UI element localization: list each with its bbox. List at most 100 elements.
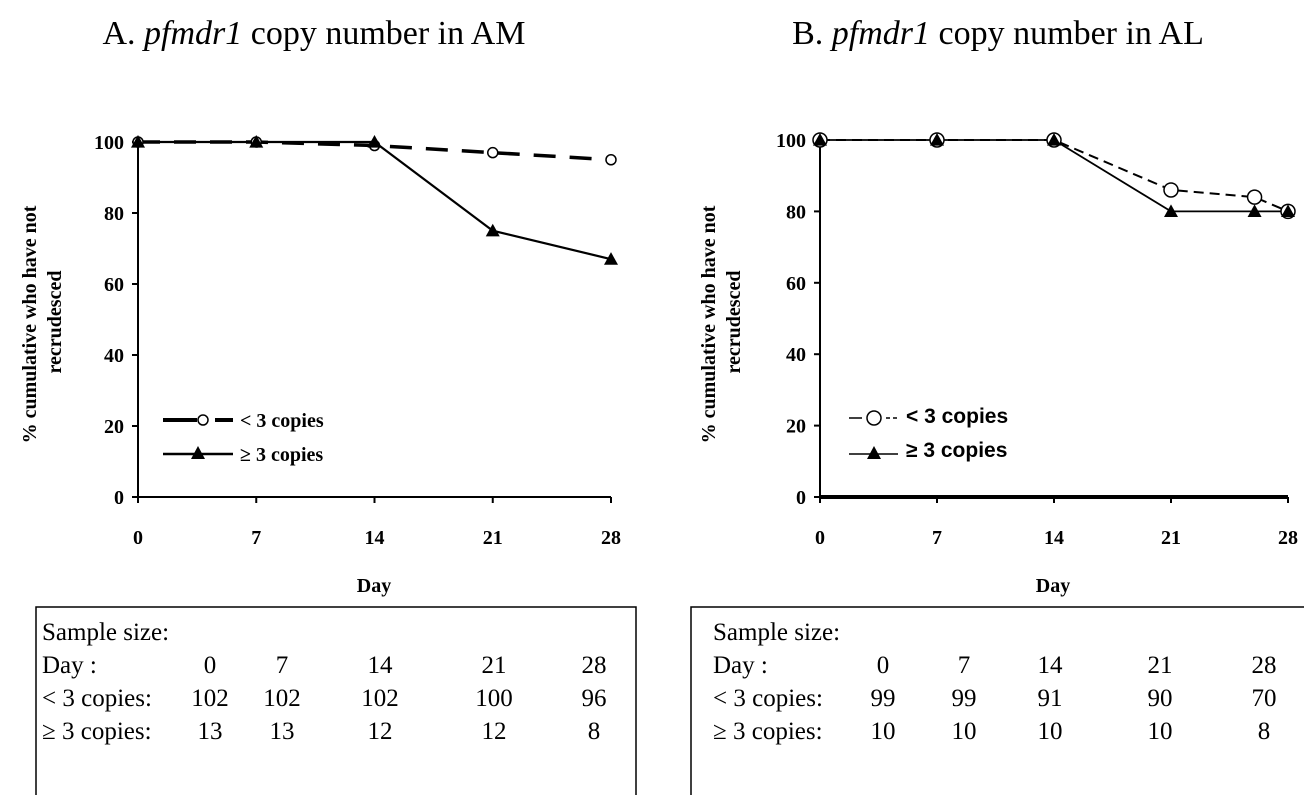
panel-a-table-cell: 13 (270, 718, 295, 745)
panel-b-table-cell: 21 (1148, 652, 1173, 679)
panel-a-x-tick-label: 21 (483, 527, 503, 549)
panel-a-table-row-label: ≥ 3 copies: (42, 718, 152, 745)
panel-b-plot: 0 20 40 60 80 100 0 7 14 21 28 (776, 130, 1298, 549)
panel-a-table-cell: 12 (368, 718, 393, 745)
panel-a-table-cell: 8 (588, 718, 601, 745)
panel-a-y-tick-label: 60 (104, 274, 124, 296)
panel-b-ylabel: % cumulative who have not recrudesced (698, 201, 745, 444)
panel-b-table-cell: 70 (1252, 685, 1277, 712)
panel-a-table-cell: 96 (582, 685, 607, 712)
panel-b-point-ge3 (1247, 204, 1262, 217)
panel-a-table-cell: 7 (276, 652, 289, 679)
panel-b-table-cell: 0 (877, 652, 890, 679)
panel-a-point-lt3 (605, 154, 617, 166)
panel-a-table-cell: 100 (475, 685, 513, 712)
panel-b-y-tick-label: 20 (786, 416, 806, 438)
panel-b-x-tick-label: 21 (1161, 527, 1181, 549)
panel-a-table-cell: 0 (204, 652, 217, 679)
panel-a-x-tick-label: 0 (133, 527, 143, 549)
panel-b-table-row-label: < 3 copies: (713, 685, 823, 712)
panel-b-sample-table: Sample size: Day : 0 7 14 21 28 < 3 copies: 99 99… (713, 619, 1277, 745)
panel-a-table-row-label: < 3 copies: (42, 685, 152, 712)
panel-a-legend: < 3 copies ≥ 3 copies (163, 410, 324, 466)
panel-a-table-box (35, 606, 637, 795)
panel-a-table-cell: 102 (361, 685, 399, 712)
panel-b-table-cell: 8 (1258, 718, 1271, 745)
panel-a-x-tick-label: 7 (251, 527, 261, 549)
legend-a-marker-ge3 (191, 446, 205, 459)
panel-a-sample-table: Sample size: Day : 0 7 14 21 28 < 3 copies: 102 1… (42, 619, 607, 745)
panel-a-xlabel: Day (357, 575, 391, 597)
panel-a-y-tick-label: 40 (104, 345, 124, 367)
panel-a-point-ge3 (131, 135, 145, 148)
panel-b-table-cell: 14 (1038, 652, 1064, 679)
panel-b-table-cell: 99 (952, 685, 977, 712)
legend-a-label-lt3: < 3 copies (240, 410, 324, 432)
panel-b-y-tick-label: 80 (786, 201, 806, 223)
panel-b-table-cell: 99 (871, 685, 896, 712)
panel-a-x-tick-label: 28 (601, 527, 621, 549)
panel-a-table-heading: Sample size: (42, 619, 169, 646)
panel-b-point-lt3 (1246, 189, 1263, 205)
panel-b-y-tick-label: 0 (796, 487, 806, 509)
panel-a-point-ge3 (367, 135, 382, 148)
panel-a-table-cell: 28 (582, 652, 607, 679)
panel-b-y-tick-label: 100 (776, 130, 806, 152)
panel-b-series-line-lt3 (820, 139, 1289, 213)
panel-b-point-ge3 (1281, 204, 1295, 217)
panel-b-table-heading: Sample size: (713, 619, 840, 646)
panel-b-table-cell: 28 (1252, 652, 1277, 679)
panel-b-table-cell: 90 (1148, 685, 1173, 712)
panel-a-table-cell: 21 (482, 652, 507, 679)
panel-b-table-cell: 10 (952, 718, 977, 745)
panel-a-table-cell: 102 (191, 685, 229, 712)
panel-b-table-row-label: Day : (713, 652, 768, 679)
panel-a-x-tick-label: 14 (365, 527, 385, 549)
panel-b-table-box (690, 606, 1304, 795)
panel-a-point-ge3 (485, 223, 500, 237)
panel-b-point-ge3 (1164, 204, 1178, 217)
panel-b-series-line-ge3 (820, 139, 1288, 213)
panel-a-point-lt3 (487, 146, 499, 159)
legend-a-label-ge3: ≥ 3 copies (240, 444, 323, 466)
panel-a-series-line-ge3 (138, 140, 612, 261)
panel-b-table-cell: 7 (958, 652, 971, 679)
panel-b-x-tick-label: 7 (932, 527, 942, 549)
panel-b-table-cell: 10 (1148, 718, 1173, 745)
panel-a-table-row-label: Day : (42, 652, 97, 679)
panel-b-point-ge3 (930, 133, 944, 146)
panel-b-y-tick-label: 40 (786, 344, 806, 366)
legend-b-label-ge3: ≥ 3 copies (906, 439, 1007, 462)
panel-a-y-tick-label: 20 (104, 416, 124, 438)
panel-a-table-cell: 102 (263, 685, 301, 712)
panel-b-legend: < 3 copies ≥ 3 copies (849, 405, 1008, 462)
panel-b-x-tick-label: 28 (1278, 527, 1298, 549)
panel-a-table-cell: 14 (368, 652, 394, 679)
panel-a-y-tick-label: 0 (114, 487, 124, 509)
panel-a-title: A. pfmdr1 copy number in AM (102, 15, 525, 52)
panel-b-point-ge3 (1047, 133, 1061, 146)
panel-b-point-ge3 (813, 133, 827, 146)
panel-b-x-tick-label: 0 (815, 527, 825, 549)
legend-b-marker-ge3 (867, 446, 881, 459)
panel-a-y-tick-label: 100 (94, 132, 124, 154)
panel-a-table-cell: 12 (482, 718, 507, 745)
legend-a-marker-lt3 (197, 414, 209, 426)
legend-b-label-lt3: < 3 copies (906, 405, 1008, 428)
panel-b-y-tick-label: 60 (786, 273, 806, 295)
legend-b-marker-lt3 (866, 410, 882, 426)
panel-b-table-cell: 10 (1038, 718, 1063, 745)
panel-a-point-ge3 (249, 135, 264, 148)
panel-a-plot: 0 20 40 60 80 100 0 7 14 21 28 (94, 132, 621, 549)
panel-b-table-row-label: ≥ 3 copies: (713, 718, 823, 745)
panel-a-table-cell: 13 (198, 718, 223, 745)
panel-b-x-tick-label: 14 (1044, 527, 1064, 549)
panel-a-y-tick-label: 80 (104, 203, 124, 225)
panel-b-xlabel: Day (1036, 575, 1070, 597)
panel-b-table-cell: 91 (1038, 685, 1063, 712)
panel-a-ylabel: % cumulative who have not recrudesced (19, 201, 66, 444)
panel-b-point-lt3 (1163, 182, 1179, 198)
panel-b-title: B. pfmdr1 copy number in AL (792, 15, 1204, 52)
panel-b-table-cell: 10 (871, 718, 896, 745)
